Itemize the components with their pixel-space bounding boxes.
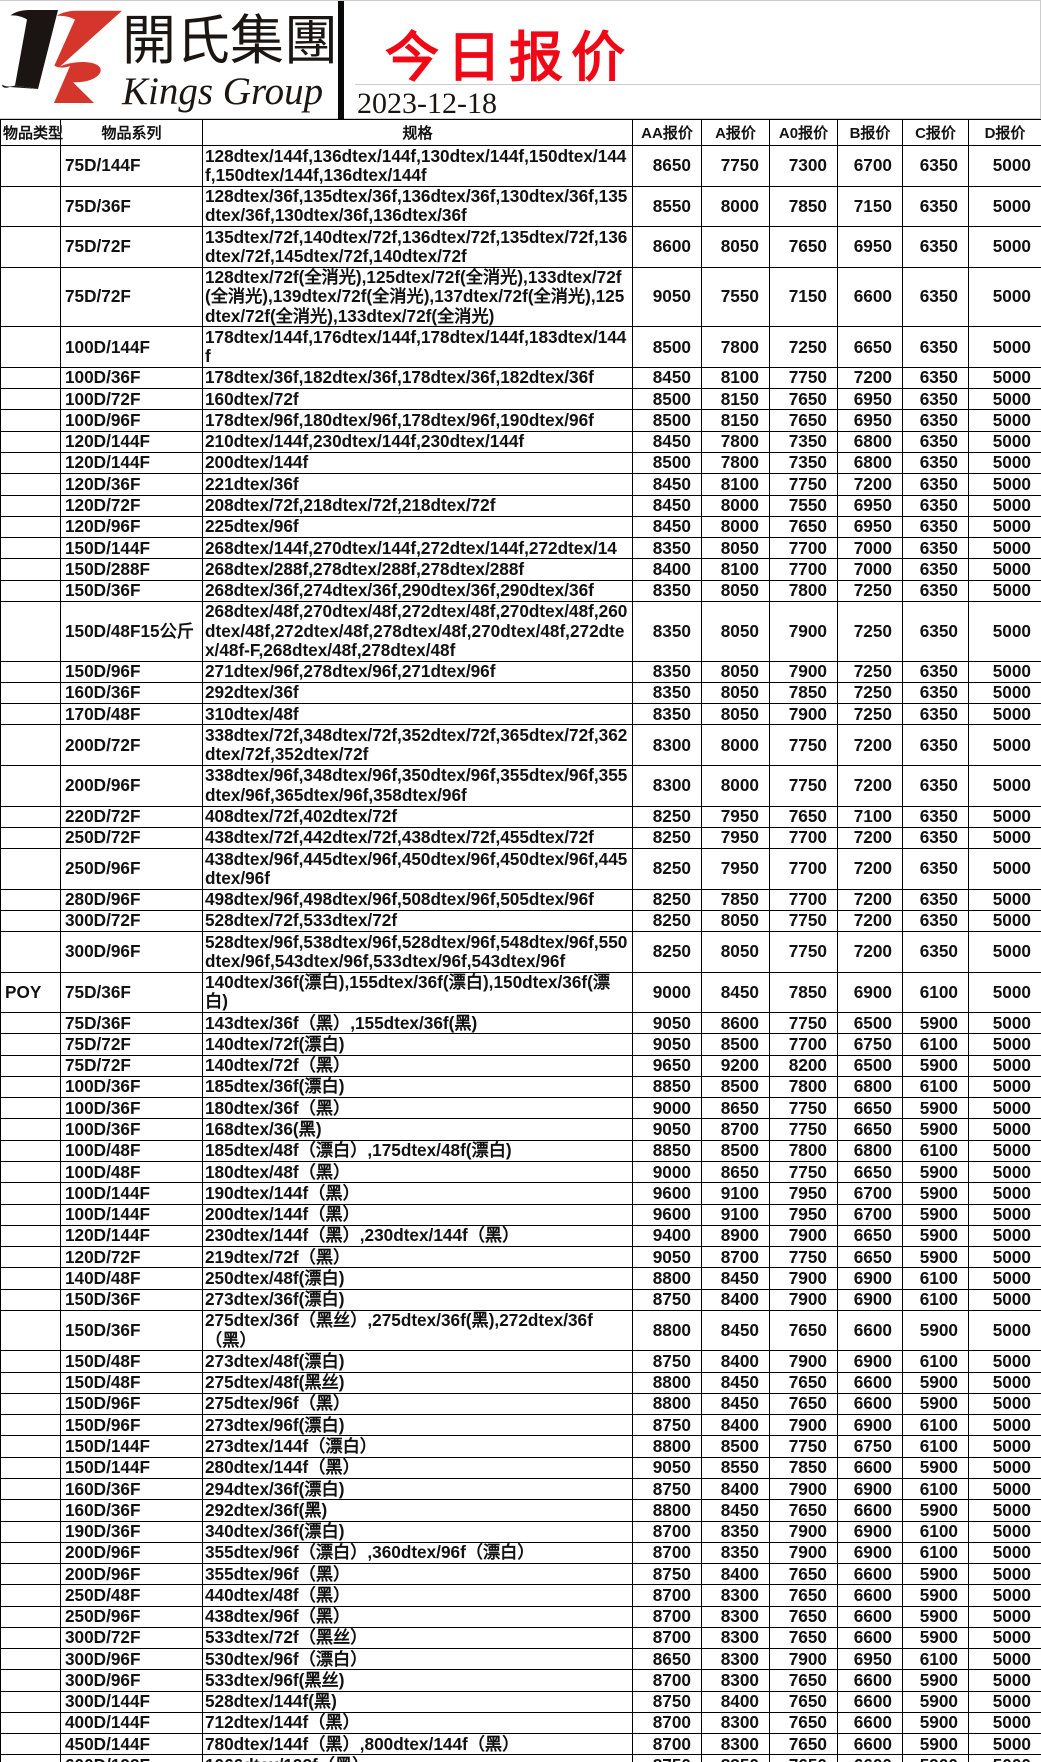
svg-text:開氏集團: 開氏集團 [122,11,338,71]
svg-text:Kings Group: Kings Group [121,70,323,113]
